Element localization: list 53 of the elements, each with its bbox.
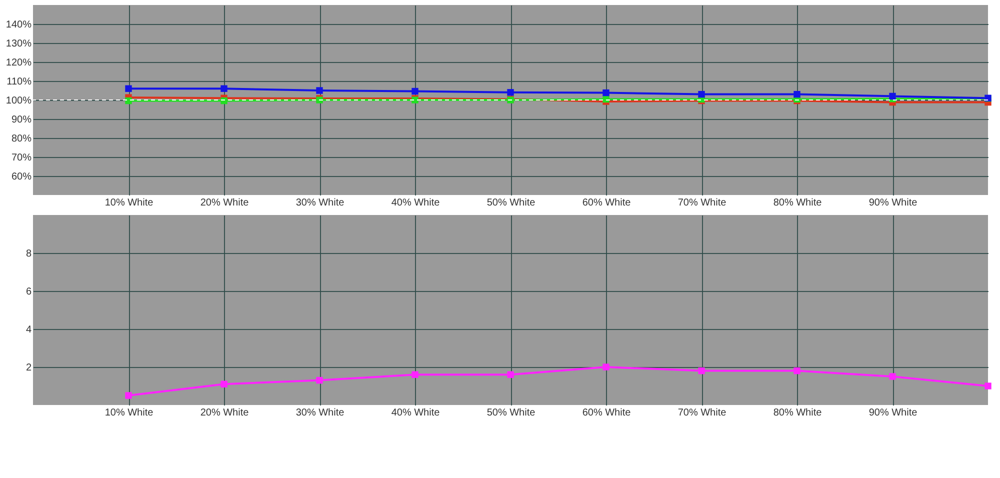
point xyxy=(125,97,132,104)
point xyxy=(125,392,132,399)
x-tick-label: 30% White xyxy=(296,408,345,418)
point xyxy=(412,88,418,95)
point xyxy=(984,382,992,390)
x-tick-label: 50% White xyxy=(486,198,536,208)
y-tick-label: 2 xyxy=(26,362,32,374)
y-tick-label: 140% xyxy=(6,20,32,30)
point xyxy=(507,89,514,96)
point xyxy=(125,85,132,92)
x-tick-label: 90% White xyxy=(868,198,918,208)
x-tick-label: 20% White xyxy=(200,198,250,208)
x-tick-label: 90% White xyxy=(868,408,918,418)
point xyxy=(698,90,705,98)
point xyxy=(220,85,228,92)
y-tick-label: 8 xyxy=(26,248,32,260)
y-tick-label: 4 xyxy=(26,324,32,336)
x-tick-label: 20% White xyxy=(200,408,250,418)
point xyxy=(889,373,896,380)
point xyxy=(602,96,610,103)
point xyxy=(507,371,514,378)
x-tick-label: 50% White xyxy=(486,408,536,418)
point xyxy=(889,92,896,100)
point xyxy=(220,97,228,104)
y-tick-label: 70% xyxy=(11,152,32,164)
point xyxy=(602,89,610,96)
point xyxy=(794,90,800,98)
x-tick-label: 60% White xyxy=(582,198,632,208)
x-tick-label: 70% White xyxy=(678,198,727,208)
y-tick-label: 90% xyxy=(11,114,32,126)
x-tick-label: 60% White xyxy=(582,408,632,418)
y-tick-label: 120% xyxy=(6,58,32,68)
x-tick-label: 70% White xyxy=(678,408,727,418)
x-tick-label: 40% White xyxy=(391,408,440,418)
x-tick-label: 40% White xyxy=(391,198,440,208)
point xyxy=(794,367,800,374)
x-tick-label: 30% White xyxy=(296,198,345,208)
y-tick-label: 80% xyxy=(11,134,32,144)
y-tick-label: 100% xyxy=(6,96,32,106)
x-tick-label: 10% White xyxy=(104,408,154,418)
point xyxy=(220,380,228,388)
point xyxy=(316,376,323,384)
y-tick-label: 130% xyxy=(6,38,32,50)
point xyxy=(316,87,323,94)
x-tick-label: 80% White xyxy=(773,408,822,418)
point xyxy=(412,371,418,378)
y-tick-label: 60% xyxy=(11,172,32,182)
point xyxy=(698,367,705,374)
x-tick-label: 80% White xyxy=(773,198,822,208)
y-tick-label: 6 xyxy=(26,286,32,298)
y-tick-label: 110% xyxy=(6,76,32,88)
point xyxy=(602,364,610,370)
x-tick-label: 10% White xyxy=(104,198,154,208)
